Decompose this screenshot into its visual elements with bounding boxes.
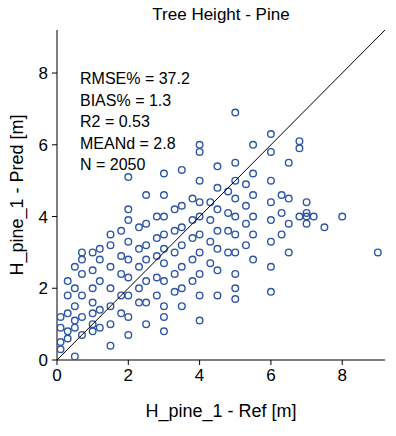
svg-text:2: 2 (124, 366, 133, 385)
html-text:RMSE% = 37.2: RMSE% = 37.2 (80, 70, 190, 87)
svg-text:6: 6 (39, 136, 48, 155)
svg-text:0: 0 (39, 351, 48, 370)
svg-text:2: 2 (39, 279, 48, 298)
html-text:Tree Height - Pine: Tree Height - Pine (152, 5, 290, 24)
html-text:H_pine_1 - Ref [m]: H_pine_1 - Ref [m] (145, 401, 297, 421)
svg-text:8: 8 (39, 64, 48, 83)
html-text:N = 2050: N = 2050 (80, 156, 146, 173)
svg-text:6: 6 (266, 366, 275, 385)
svg-text:0: 0 (52, 366, 61, 385)
svg-text:4: 4 (39, 208, 48, 227)
html-text:R2 = 0.53: R2 = 0.53 (80, 113, 150, 130)
html-text:BIAS% = 1.3: BIAS% = 1.3 (80, 91, 172, 109)
svg-text:8: 8 (337, 366, 346, 385)
html-text:H_pine_1 - Pred [m]: H_pine_1 - Pred [m] (7, 114, 27, 276)
html-text:MEANd = 2.8: MEANd = 2.8 (80, 134, 176, 152)
svg-text:4: 4 (195, 366, 204, 385)
